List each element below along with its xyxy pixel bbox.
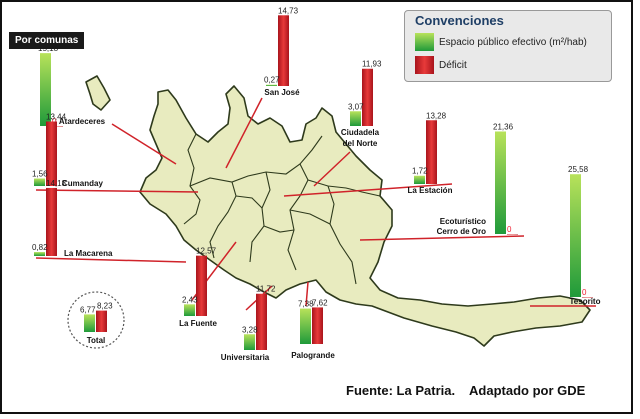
bar-espacio [414, 175, 425, 184]
source-note: Fuente: La Patria. Adaptado por GDE [346, 383, 586, 398]
legend-swatch-red [415, 56, 434, 74]
commune-label: Atardeceres [59, 117, 106, 126]
value-espacio: 0,27 [264, 76, 280, 85]
commune-label: Cumanday [62, 179, 103, 188]
commune-label: La Fuente [179, 319, 217, 328]
value-deficit: 7,62 [312, 298, 328, 307]
commune-borders [183, 133, 381, 285]
commune-label: del Norte [343, 139, 378, 148]
legend: Convenciones Espacio público efectivo (m… [404, 10, 612, 82]
commune-label: La Estación [408, 186, 453, 195]
commune-bars-8: 2,43 12,57 La Fuente [179, 247, 217, 328]
value-deficit: 14,18 [46, 179, 67, 188]
commune-label: Palogrande [291, 351, 335, 360]
bar-total-espacio [84, 314, 95, 332]
commune-label: Ciudadela [341, 128, 380, 137]
commune-label: Cerro de Oro [437, 227, 486, 236]
commune-label: Ecoturístico [440, 217, 486, 226]
value-deficit: 13,28 [426, 111, 447, 120]
bar-deficit [362, 68, 373, 126]
leader-lines [35, 97, 596, 311]
value-espacio: 3,28 [242, 325, 258, 334]
value-deficit: 0 [582, 288, 587, 297]
outer-frame [0, 0, 633, 414]
bar-espacio [300, 308, 311, 344]
value-total-deficit: 8,23 [97, 302, 113, 311]
bar-deficit [278, 15, 289, 87]
value-espacio: 2,43 [182, 295, 198, 304]
value-deficit: 0 [507, 225, 512, 234]
commune-bars-10: 7,387,62 Palogrande [291, 298, 335, 360]
bar-espacio [350, 111, 361, 126]
bar-total-deficit [96, 310, 107, 332]
value-deficit: 12,57 [196, 247, 217, 256]
bar-espacio [570, 174, 581, 297]
city-outline [85, 75, 591, 347]
legend-label-espacio: Espacio público efectivo (m²/hab) [439, 37, 587, 48]
commune-label: La Macarena [64, 249, 113, 258]
total-group: 6,77 8,23 Total [67, 291, 125, 349]
value-espacio: 1,72 [412, 167, 428, 176]
value-total-espacio: 6,77 [80, 305, 96, 314]
commune-bars-9: 3,28 11,72 Universitaria [221, 285, 276, 362]
commune-label: Universitaria [221, 353, 270, 362]
commune-bars-1: 0,27 14,73 San José [264, 6, 300, 97]
bar-deficit [46, 121, 57, 186]
bar-espacio [244, 334, 255, 350]
map-title: Por comunas [9, 32, 85, 49]
legend-title: Convenciones [415, 13, 504, 28]
bar-espacio [266, 84, 277, 86]
value-deficit: 13,44 [46, 112, 67, 121]
value-espacio: 1,56 [32, 170, 48, 179]
bar-espacio [184, 304, 195, 316]
commune-bars-4: 1,72 13,28 La Estación [408, 111, 453, 195]
bar-espacio [495, 131, 506, 234]
bar-espacio [34, 252, 45, 256]
value-espacio: 7,38 [298, 300, 314, 309]
total-label: Total [87, 336, 106, 345]
commune-bars-2: 3,07 11,93 Ciudadela del Norte [341, 60, 382, 148]
legend-label-deficit: Déficit [439, 60, 467, 71]
commune-bars-5: 0,82 14,18 La Macarena [32, 179, 113, 258]
bar-espacio [34, 178, 45, 186]
bar-deficit [507, 234, 518, 235]
commune-label: Tesorito [570, 297, 601, 306]
city-shape [139, 85, 591, 347]
value-espacio: 21,36 [493, 122, 514, 131]
island-shape [85, 75, 111, 111]
value-deficit: 11,93 [362, 60, 382, 69]
value-espacio: 3,07 [348, 102, 364, 111]
commune-bars-3: 1,56 13,44 Cumanday [32, 112, 103, 188]
bar-deficit [312, 307, 323, 344]
bar-deficit [196, 255, 207, 316]
commune-label: San José [264, 88, 300, 97]
value-espacio: 25,58 [568, 165, 589, 174]
bar-deficit [46, 187, 57, 256]
value-espacio: 0,82 [32, 243, 48, 252]
bar-deficit [582, 297, 593, 298]
value-deficit: 14,73 [278, 6, 299, 15]
bar-deficit [256, 293, 267, 350]
bar-espacio [40, 53, 51, 126]
legend-swatch-green [415, 33, 434, 51]
value-deficit: 11,72 [256, 285, 276, 294]
bar-deficit [426, 120, 437, 184]
bar-deficit [52, 126, 63, 127]
